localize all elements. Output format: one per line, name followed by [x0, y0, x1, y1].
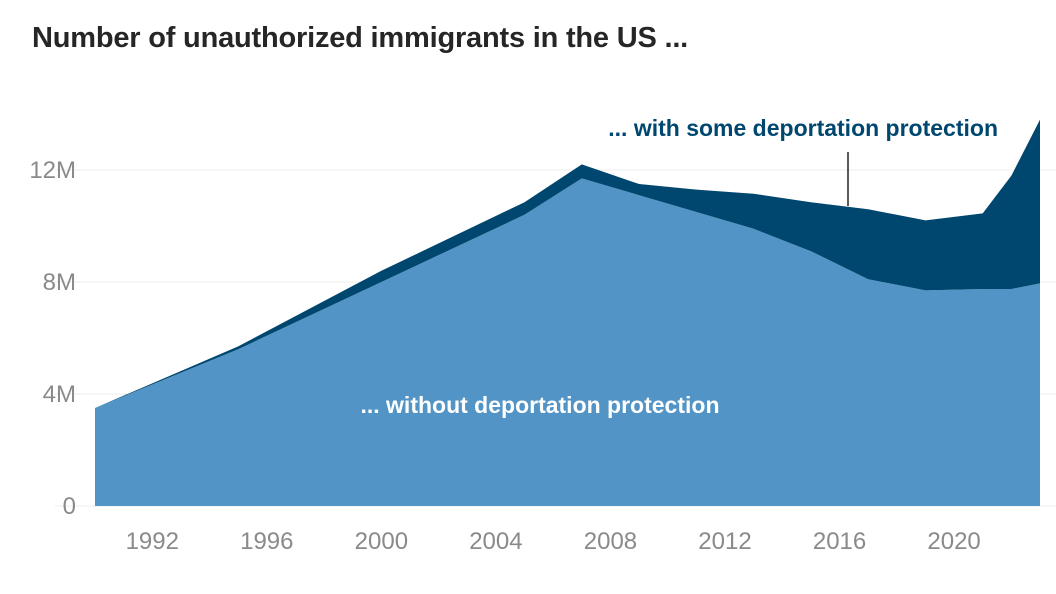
x-tick-label: 2004: [469, 528, 522, 555]
x-tick-label: 2020: [927, 528, 980, 555]
y-tick-label: 4M: [43, 381, 76, 408]
series-label-with-protection: ... with some deportation protection: [608, 115, 998, 141]
x-tick-label: 2016: [813, 528, 866, 555]
x-tick-label: 2008: [584, 528, 637, 555]
chart-areas: [95, 119, 1040, 506]
y-tick-label: 0: [63, 493, 76, 520]
y-tick-label: 8M: [43, 269, 76, 296]
area-without-protection: [95, 178, 1040, 506]
area-with-protection: [95, 119, 1040, 408]
x-tick-label: 2012: [698, 528, 751, 555]
series-label-without-protection: ... without deportation protection: [360, 392, 719, 418]
y-axis-ticks: 0 4M 8M 12M: [29, 157, 76, 520]
chart-title: Number of unauthorized immigrants in the…: [32, 22, 689, 54]
x-axis-ticks: 1992 1996 2000 2004 2008 2012 2016 2020: [126, 528, 981, 555]
x-tick-label: 1992: [126, 528, 179, 555]
x-tick-label: 1996: [240, 528, 293, 555]
x-tick-label: 2000: [355, 528, 408, 555]
y-tick-label: 12M: [29, 157, 76, 184]
